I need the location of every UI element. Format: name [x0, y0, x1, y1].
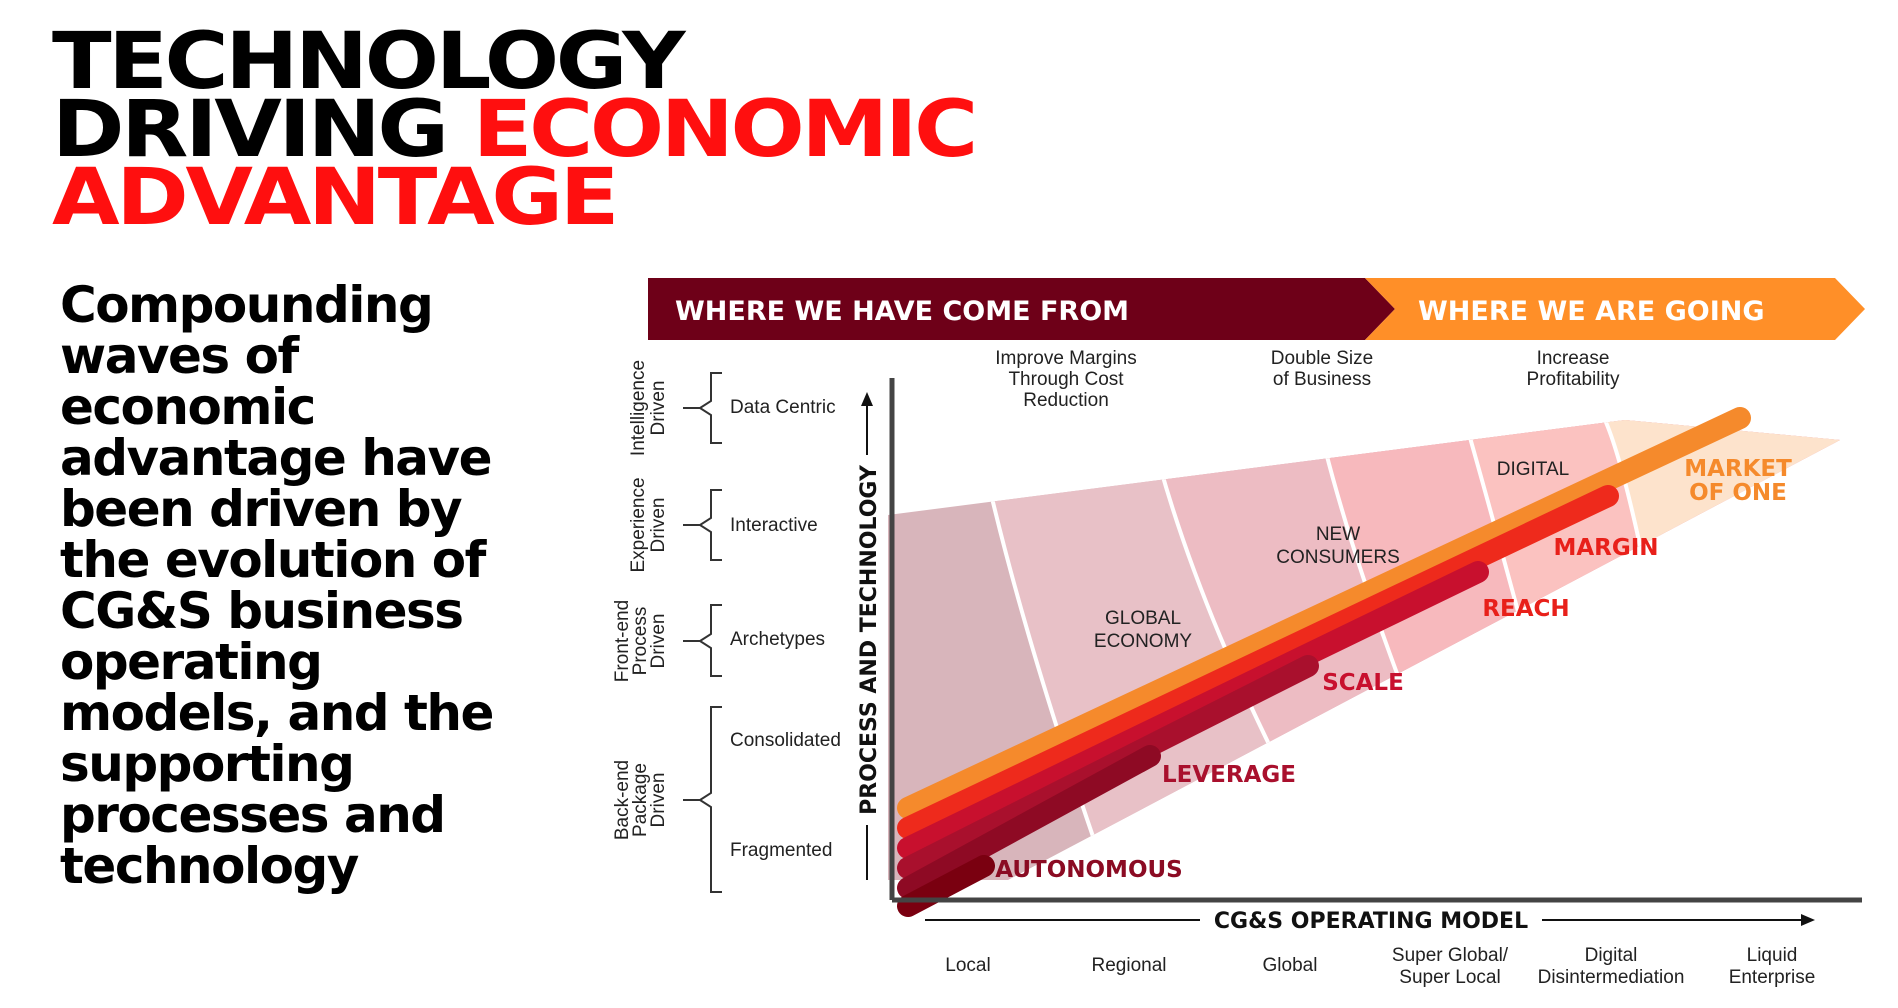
banner-future-label: WHERE WE ARE GOING: [1418, 296, 1765, 327]
title-line-1: TECHNOLOGY: [52, 17, 686, 107]
wave-bars: [897, 407, 1751, 917]
title-line-2-red: ECONOMIC: [472, 85, 978, 175]
y-level-interactive: Interactive: [730, 515, 818, 536]
y-group-intelligence: Intelligence Driven: [628, 360, 669, 456]
x-cat-local: Local: [945, 955, 990, 976]
x-cat-super-global-2: Super Local: [1399, 967, 1500, 988]
y-axis-label-backdrop: [852, 455, 882, 825]
era-global-economy-1: GLOBAL: [1105, 608, 1181, 629]
y-group-intelligence-1: Intelligence: [628, 360, 649, 456]
x-cat-super-global-1: Super Global/: [1392, 945, 1509, 966]
x-axis-label-backdrop: [1200, 905, 1542, 935]
y-levels: Data Centric Interactive Archetypes Cons…: [730, 397, 841, 861]
y-group-experience: Experience Driven: [628, 477, 669, 572]
wave-labels: AUTONOMOUS LEVERAGE SCALE REACH MARGIN M…: [995, 456, 1792, 883]
y-axis-label: PROCESS AND TECHNOLOGY: [857, 464, 882, 815]
wave-leverage-label: LEVERAGE: [1162, 762, 1296, 788]
wave-scale-label: SCALE: [1322, 670, 1404, 696]
wave-of-one-label: OF ONE: [1689, 480, 1787, 506]
wave-autonomous-label: AUTONOMOUS: [995, 857, 1183, 883]
x-axis: CG&S OPERATING MODEL: [925, 905, 1815, 935]
wave-market-label: MARKET: [1684, 456, 1792, 482]
x-axis-arrowhead: [1801, 914, 1815, 926]
era-labels: GLOBAL ECONOMY NEW CONSUMERS DIGITAL: [1094, 459, 1569, 652]
banner-past: [648, 278, 1395, 340]
goal-3-line-2: Profitability: [1527, 369, 1620, 390]
wave-reach-label: REACH: [1482, 596, 1569, 622]
bar-market-of-one: [897, 407, 1751, 819]
y-group-back-end-1: Back-end: [612, 760, 633, 840]
y-group-back-end-3: Driven: [648, 773, 669, 828]
goal-1-line-2: Through Cost: [1008, 369, 1124, 390]
era-digital: DIGITAL: [1497, 459, 1570, 480]
y-group-back-end: Back-end Package Driven: [612, 760, 669, 840]
x-cat-liquid-1: Liquid: [1747, 945, 1798, 966]
banner-future: [1365, 278, 1865, 340]
y-level-data-centric: Data Centric: [730, 397, 836, 418]
title-line-2-black: DRIVING: [52, 85, 473, 175]
goal-3-line-1: Increase: [1537, 348, 1610, 369]
x-cat-liquid-2: Enterprise: [1729, 967, 1816, 988]
y-axis: PROCESS AND TECHNOLOGY: [852, 392, 882, 880]
bracket-back-end: [698, 706, 722, 893]
y-group-intelligence-2: Driven: [648, 381, 669, 436]
wave-margin-label: MARGIN: [1553, 535, 1658, 561]
y-level-consolidated: Consolidated: [730, 730, 841, 751]
x-categories: Local Regional Global Super Global/ Supe…: [945, 945, 1815, 988]
y-group-front-end-2: Process: [630, 607, 651, 676]
era-global-economy-2: ECONOMY: [1094, 631, 1193, 652]
page-title: TECHNOLOGY DRIVING ECONOMIC ADVANTAGE: [52, 17, 978, 243]
era-new-consumers-1: NEW: [1316, 524, 1360, 545]
bracket-intelligence: [698, 372, 722, 444]
title-line-3: ADVANTAGE: [52, 153, 619, 243]
x-cat-regional: Regional: [1092, 955, 1167, 976]
goal-2-line-1: Double Size: [1271, 348, 1373, 369]
x-cat-global: Global: [1263, 955, 1318, 976]
x-cat-digital-1: Digital: [1585, 945, 1638, 966]
bracket-experience: [698, 489, 722, 561]
goals: Improve Margins Through Cost Reduction D…: [995, 348, 1620, 411]
y-group-back-end-2: Package: [630, 763, 651, 837]
y-groups: Intelligence Driven Experience Driven Fr…: [612, 360, 669, 840]
banner-past-label: WHERE WE HAVE COME FROM: [675, 296, 1129, 327]
bar-reach: [897, 561, 1489, 859]
bar-margin: [897, 485, 1619, 839]
y-group-experience-2: Driven: [648, 498, 669, 553]
title-line-2: DRIVING ECONOMIC: [52, 91, 978, 169]
y-group-experience-1: Experience: [628, 477, 649, 572]
y-group-front-end-1: Front-end: [612, 600, 633, 682]
bar-leverage: [897, 745, 1161, 899]
goal-1-line-1: Improve Margins: [995, 348, 1137, 369]
y-level-fragmented: Fragmented: [730, 840, 832, 861]
y-axis-arrowhead: [861, 392, 873, 406]
y-level-archetypes: Archetypes: [730, 629, 825, 650]
x-axis-label: CG&S OPERATING MODEL: [1214, 909, 1528, 934]
intro-text: Compounding waves of economic advantage …: [60, 276, 494, 895]
bracket-front-end: [698, 604, 722, 677]
y-group-front-end: Front-end Process Driven: [612, 600, 669, 682]
y-group-front-end-3: Driven: [648, 614, 669, 669]
goal-2-line-2: of Business: [1273, 369, 1371, 390]
x-cat-digital-2: Disintermediation: [1538, 967, 1685, 988]
y-brackets: [698, 372, 722, 893]
era-new-consumers-2: CONSUMERS: [1276, 547, 1400, 568]
bracket-ticks: [683, 407, 700, 801]
goal-1-line-3: Reduction: [1023, 390, 1109, 411]
